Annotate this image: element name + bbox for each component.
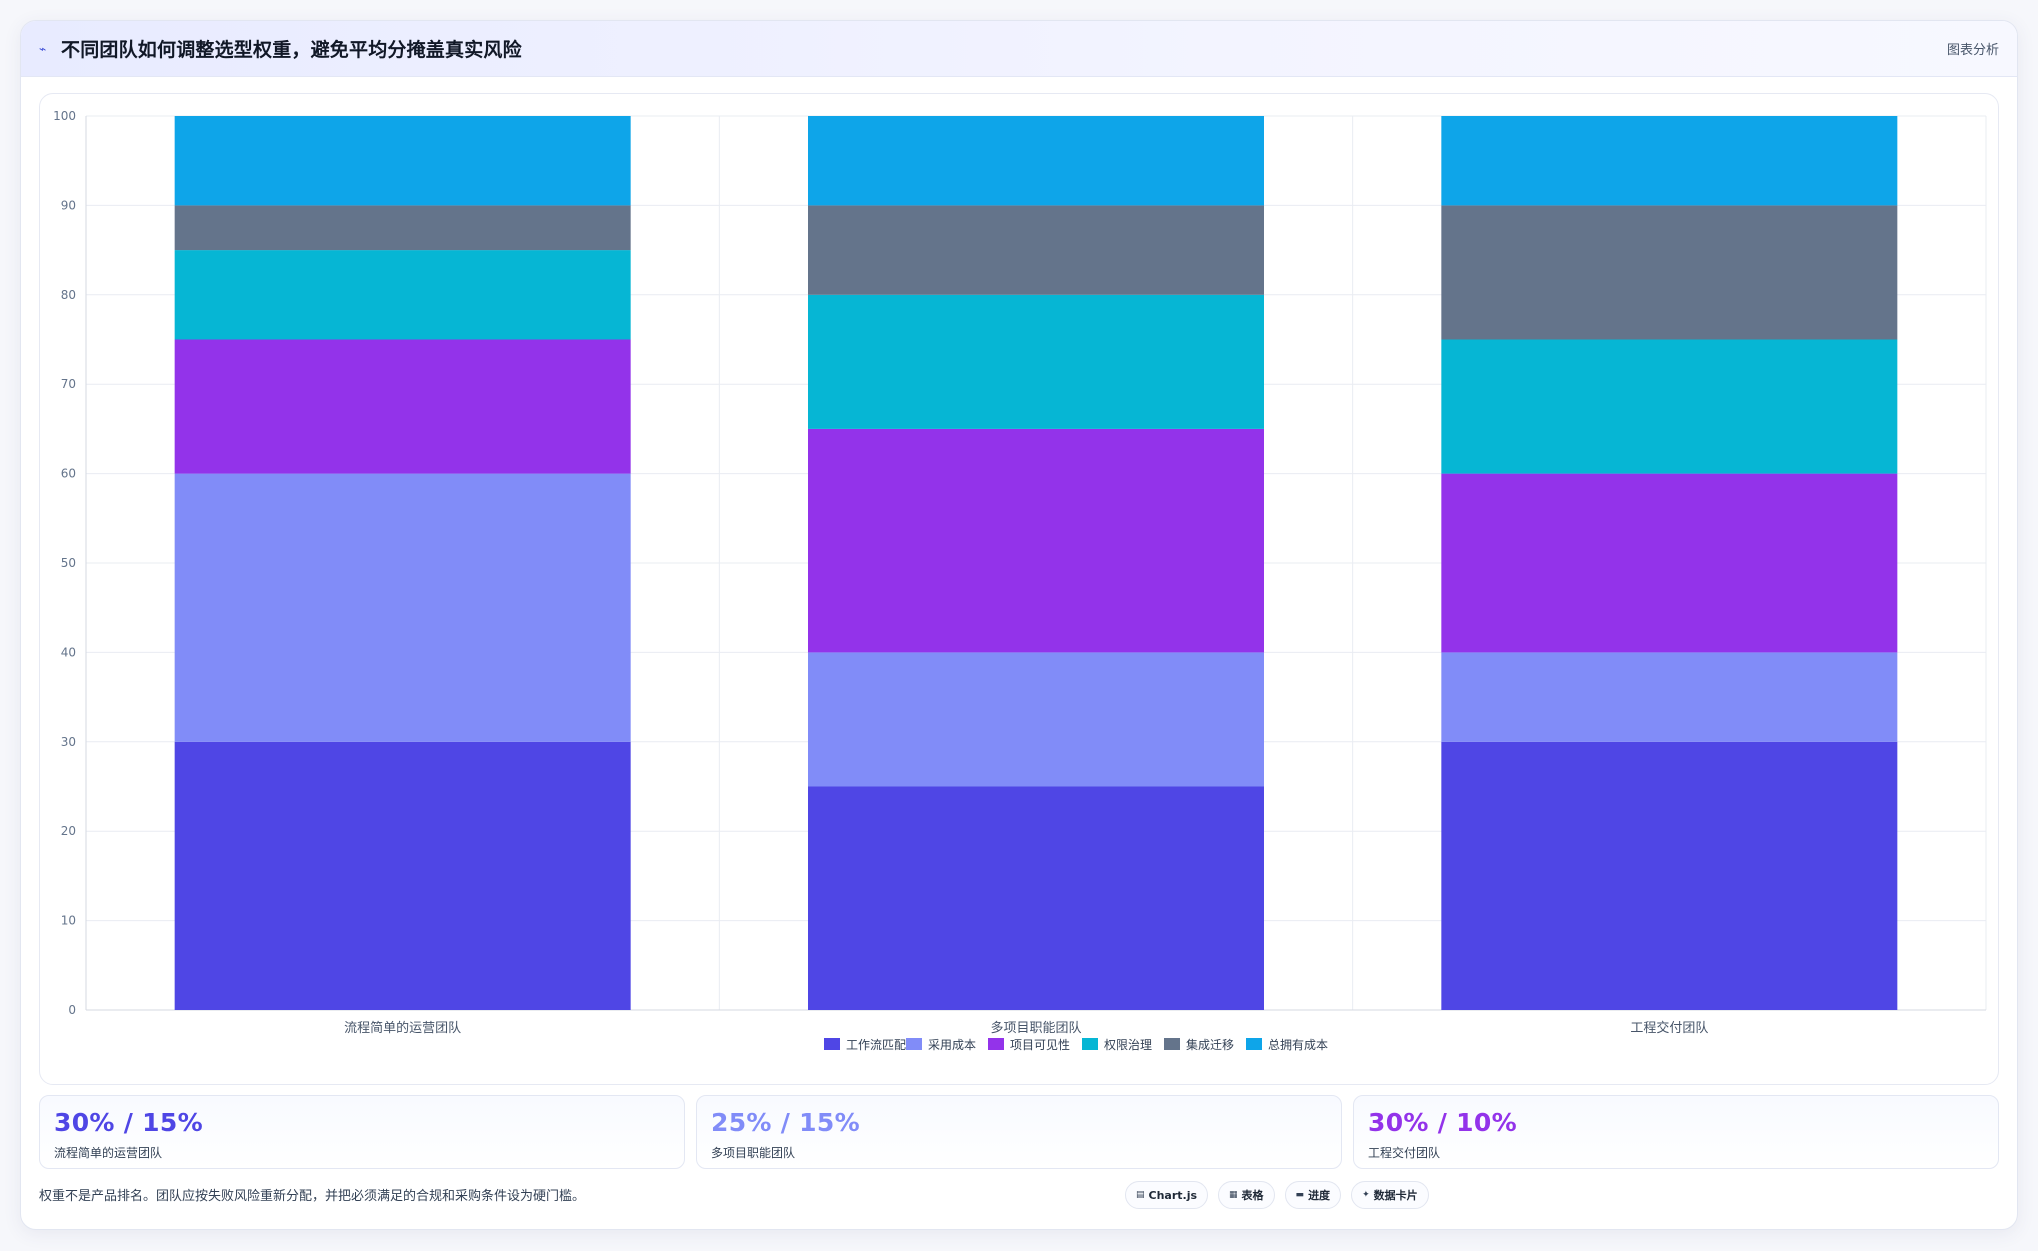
bar-segment	[808, 786, 1264, 1010]
header-tag: 图表分析	[1946, 43, 1999, 58]
legend-label: 集成迁移	[1186, 1037, 1234, 1052]
legend-swatch	[1164, 1038, 1180, 1050]
card-title: 不同团队如何调整选型权重，避免平均分掩盖真实风险	[61, 39, 522, 61]
bar-segment	[174, 339, 631, 474]
y-tick-label: 70	[61, 377, 76, 391]
x-tick-label: 工程交付团队	[1630, 1020, 1708, 1036]
card-header: ⌁ 不同团队如何调整选型权重，避免平均分掩盖真实风险 图表分析	[21, 21, 2017, 77]
legend-label: 项目可见性	[1010, 1038, 1070, 1052]
pill-chartjs[interactable]: ▤ Chart.js	[1125, 1181, 1209, 1209]
stat-value: 30% / 15%	[54, 1108, 203, 1137]
bar-segment	[174, 250, 631, 340]
bar-segment	[808, 116, 1264, 206]
bar-segment	[174, 116, 631, 206]
y-tick-label: 80	[61, 288, 76, 302]
legend-swatch	[988, 1038, 1004, 1050]
table-icon: ▦	[1229, 1190, 1238, 1200]
bar-segment	[1441, 116, 1898, 206]
bar-segment	[1441, 205, 1898, 340]
y-tick-label: 40	[61, 645, 76, 659]
stat-label: 流程简单的运营团队	[54, 1146, 163, 1160]
legend-swatch	[906, 1038, 922, 1050]
bar-segment	[1441, 652, 1898, 742]
chart-icon: ▤	[1136, 1190, 1145, 1200]
legend-swatch	[824, 1038, 840, 1050]
bar-segment	[1441, 473, 1898, 653]
bar-segment	[174, 205, 631, 251]
pill-label: Chart.js	[1148, 1188, 1198, 1202]
stat-card: 30% / 10% 工程交付团队	[1353, 1095, 1999, 1169]
y-tick-label: 30	[61, 735, 76, 749]
y-tick-label: 100	[53, 109, 76, 123]
legend-label: 总拥有成本	[1268, 1038, 1328, 1052]
y-tick-label: 10	[61, 914, 76, 928]
legend-label: 工作流匹配	[846, 1038, 906, 1052]
chart-card: ⌁ 不同团队如何调整选型权重，避免平均分掩盖真实风险 图表分析 0 10 20 30 4…	[20, 20, 2018, 1230]
stat-card: 25% / 15% 多项目职能团队	[696, 1095, 1342, 1169]
stat-value: 30% / 10%	[1368, 1108, 1517, 1137]
bar-segment	[174, 473, 631, 742]
pill-data-cards[interactable]: ✦ 数据卡片	[1351, 1181, 1429, 1209]
legend-label: 采用成本	[928, 1038, 976, 1052]
bar-segment	[1441, 741, 1898, 1010]
pill-progress[interactable]: ▬ 进度	[1284, 1181, 1342, 1209]
stat-label: 工程交付团队	[1368, 1146, 1441, 1160]
x-tick-label: 多项目职能团队	[990, 1020, 1081, 1036]
bar-segment	[808, 205, 1264, 295]
chart-panel: 0 10 20 30 40 50 60 70 80 90 100 流程简单的运营团队 多项目职能团队 工程…	[39, 93, 1999, 1085]
y-tick-label: 0	[68, 1003, 76, 1017]
stat-value: 25% / 15%	[711, 1108, 860, 1137]
bar-segment	[174, 741, 631, 1010]
legend-swatch	[1246, 1038, 1262, 1050]
x-tick-label: 流程简单的运营团队	[344, 1020, 461, 1036]
legend-label: 权限治理	[1104, 1038, 1152, 1052]
y-tick-label: 90	[61, 198, 76, 212]
footer-note: 权重不是产品排名。团队应按失败风险重新分配，并把必须满足的合规和采购条件设为硬门…	[39, 1189, 586, 1204]
chart-line-icon: ⌁	[39, 41, 47, 56]
feature-pills: ▤ Chart.js ▦ 表格 ▬ 进度 ✦ 数据卡片	[1125, 1181, 1429, 1211]
y-tick-label: 60	[61, 467, 76, 481]
y-tick-label: 50	[61, 556, 76, 570]
pill-label: 进度	[1308, 1189, 1331, 1202]
y-tick-label: 20	[61, 824, 76, 838]
stat-cards: 30% / 15% 流程简单的运营团队 25% / 15% 多项目职能团队 30…	[39, 1095, 1999, 1169]
pill-label: 表格	[1241, 1189, 1264, 1202]
bar-segment	[808, 294, 1264, 429]
stat-card: 30% / 15% 流程简单的运营团队	[39, 1095, 685, 1169]
pill-label: 数据卡片	[1373, 1189, 1418, 1202]
pill-table[interactable]: ▦ 表格	[1218, 1181, 1275, 1209]
stacked-bar-chart: 0 10 20 30 40 50 60 70 80 90 100 流程简单的运营团队 多项目职能团队 工程…	[53, 109, 1987, 1052]
legend-swatch	[1082, 1038, 1098, 1050]
bar-segment	[808, 428, 1264, 653]
stat-label: 多项目职能团队	[711, 1146, 796, 1160]
bar-segment	[808, 652, 1264, 787]
bar-segment	[1441, 339, 1898, 474]
sparkle-icon: ✦	[1362, 1190, 1370, 1200]
progress-icon: ▬	[1295, 1190, 1305, 1200]
